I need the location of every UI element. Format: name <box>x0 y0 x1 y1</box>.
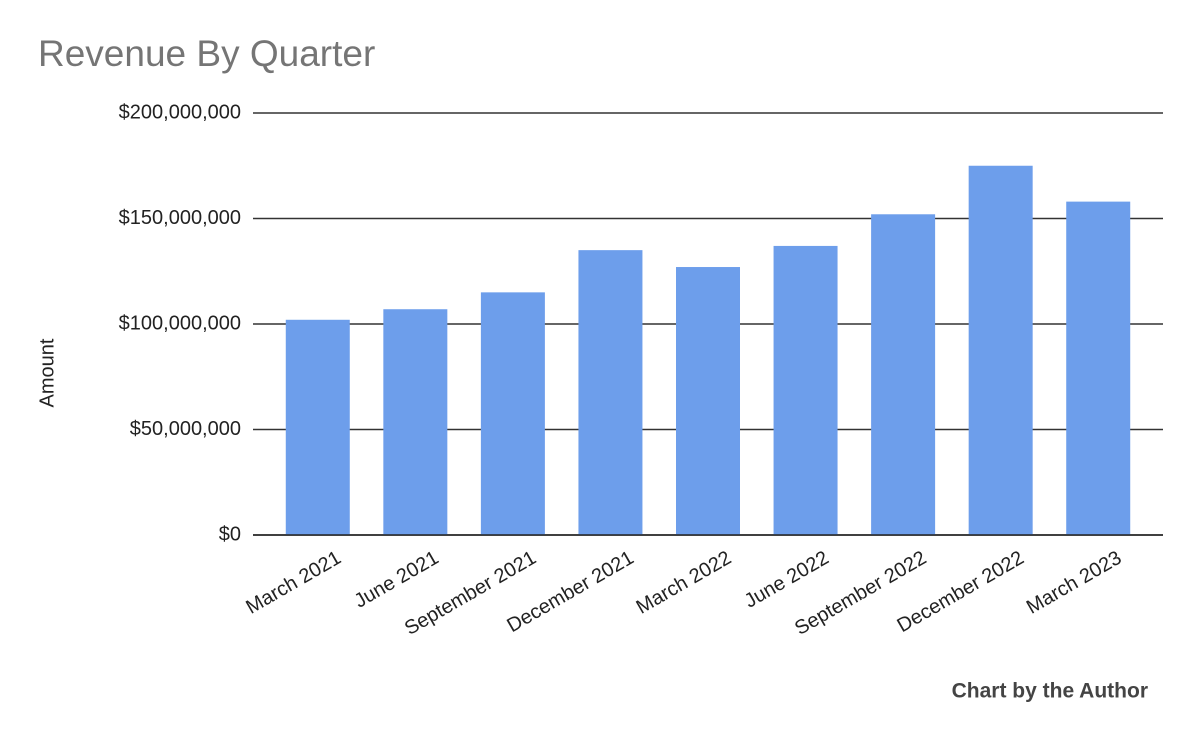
bar <box>285 319 350 535</box>
y-axis-label: Amount <box>36 338 58 407</box>
footer: Chart by the Author <box>952 680 1148 703</box>
bar <box>578 250 643 535</box>
bar <box>480 292 545 535</box>
bar <box>1066 201 1131 535</box>
bar <box>968 165 1033 535</box>
y-tick-label: $200,000,000 <box>119 101 241 123</box>
y-tick-label: $0 <box>219 523 241 545</box>
y-tick-label: $150,000,000 <box>119 207 241 229</box>
y-tick-label: $100,000,000 <box>119 312 241 334</box>
bar <box>871 214 936 535</box>
chart-title: Revenue By Quarter <box>38 33 375 74</box>
bar <box>773 245 838 535</box>
bar <box>383 309 448 535</box>
bar <box>676 267 740 535</box>
y-tick-label: $50,000,000 <box>130 418 241 440</box>
